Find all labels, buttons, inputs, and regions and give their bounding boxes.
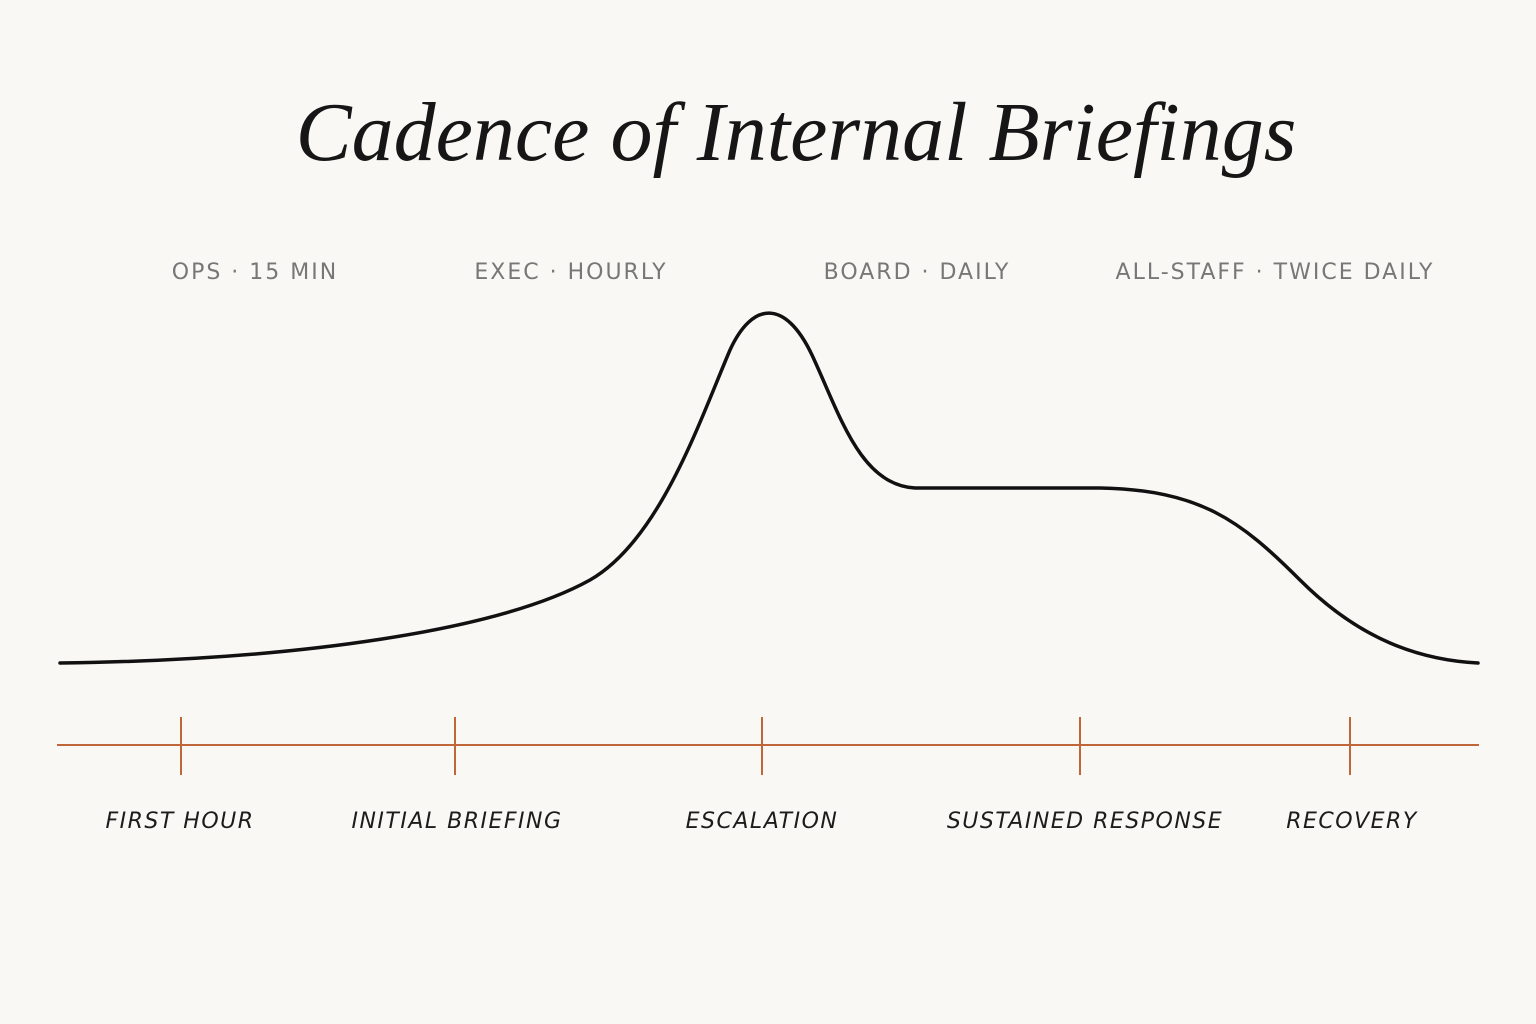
intensity-curve [58,311,1480,665]
cadence-label: ALL-STAFF · TWICE DAILY [1116,260,1435,285]
phase-label: INITIAL BRIEFING [351,809,562,834]
phase-label: FIRST HOUR [105,809,254,834]
phase-label: SUSTAINED RESPONSE [947,809,1223,834]
title: Cadence of Internal Briefings [296,86,1297,179]
cadence-label: BOARD · DAILY [824,260,1011,285]
phase-label: ESCALATION [686,809,839,834]
cadence-label: EXEC · HOURLY [474,260,667,285]
phase-label: RECOVERY [1286,809,1418,834]
timeline [57,717,1479,775]
cadence-label: OPS · 15 MIN [172,260,338,285]
